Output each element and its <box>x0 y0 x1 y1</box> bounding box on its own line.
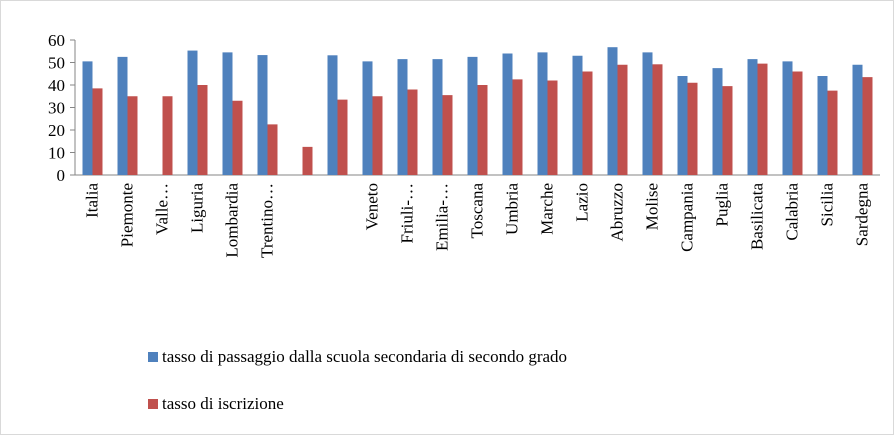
bar <box>257 55 268 176</box>
bar <box>607 47 618 176</box>
bar <box>197 85 208 175</box>
bar <box>547 80 558 175</box>
x-tick-label: Veneto <box>363 183 382 230</box>
legend-label: tasso di iscrizione <box>162 394 284 413</box>
x-tick-label: Valle… <box>153 183 172 235</box>
bar <box>652 64 663 175</box>
x-tick-label: Sardegna <box>853 183 872 247</box>
y-tick-label: 10 <box>48 144 65 163</box>
bar <box>617 64 628 175</box>
bar <box>757 63 768 175</box>
y-tick-label: 30 <box>48 99 65 118</box>
x-tick-label: Puglia <box>713 183 732 227</box>
x-tick-label: Trentino… <box>258 183 277 258</box>
bar <box>327 55 338 175</box>
legend-swatch <box>148 399 158 409</box>
bar <box>442 95 453 175</box>
legend-label: tasso di passaggio dalla scuola secondar… <box>162 347 567 366</box>
bar <box>187 50 198 176</box>
x-tick-label: Piemonte <box>118 183 137 247</box>
y-tick-label: 0 <box>57 166 66 185</box>
bar <box>467 56 478 175</box>
bar <box>817 76 828 175</box>
bar <box>162 96 173 175</box>
legend-swatch <box>148 352 158 362</box>
x-tick-label: Basilicata <box>748 183 767 250</box>
bar <box>362 61 373 175</box>
bar <box>117 56 128 175</box>
bar <box>512 79 523 175</box>
x-tick-label: Campania <box>678 183 697 252</box>
bar <box>642 52 653 175</box>
bar <box>712 68 723 175</box>
x-tick-label: Liguria <box>188 183 207 233</box>
x-tick-label: Abruzzo <box>608 183 627 242</box>
bar <box>677 76 688 175</box>
x-tick-label: Molise <box>643 183 662 230</box>
bar <box>432 59 443 175</box>
y-tick-label: 60 <box>48 31 65 50</box>
x-tick-label: Calabria <box>783 183 802 241</box>
bar <box>782 61 793 175</box>
bar <box>747 59 758 175</box>
bar <box>397 59 408 175</box>
x-tick-label: Toscana <box>468 183 487 239</box>
bar <box>372 96 383 175</box>
y-tick-label: 50 <box>48 54 65 73</box>
bar <box>502 53 513 175</box>
x-tick-label: Emilia-… <box>433 183 452 251</box>
bar <box>232 100 243 175</box>
bar <box>477 85 488 175</box>
bar <box>222 52 233 175</box>
bar <box>792 71 803 175</box>
bar <box>722 86 733 175</box>
y-tick-label: 20 <box>48 121 65 140</box>
bar <box>127 96 138 175</box>
x-tick-label: Umbria <box>503 183 522 235</box>
bar <box>852 64 863 175</box>
bar <box>407 89 418 175</box>
bar <box>302 146 313 175</box>
bar <box>337 99 348 175</box>
bar <box>687 82 698 175</box>
x-tick-label: Lazio <box>573 183 592 222</box>
x-tick-label: Italia <box>83 183 102 218</box>
x-tick-label: Lombardia <box>223 183 242 258</box>
x-tick-label: Sicilia <box>818 183 837 227</box>
bar <box>267 124 278 175</box>
bar <box>572 55 583 175</box>
bar <box>582 71 593 175</box>
x-tick-label: Marche <box>538 183 557 235</box>
bar <box>537 52 548 175</box>
bar <box>862 77 873 175</box>
bar <box>82 61 93 175</box>
bar <box>92 88 103 175</box>
bar <box>827 90 838 175</box>
x-tick-label: Friuli-… <box>398 183 417 243</box>
y-tick-label: 40 <box>48 76 65 95</box>
